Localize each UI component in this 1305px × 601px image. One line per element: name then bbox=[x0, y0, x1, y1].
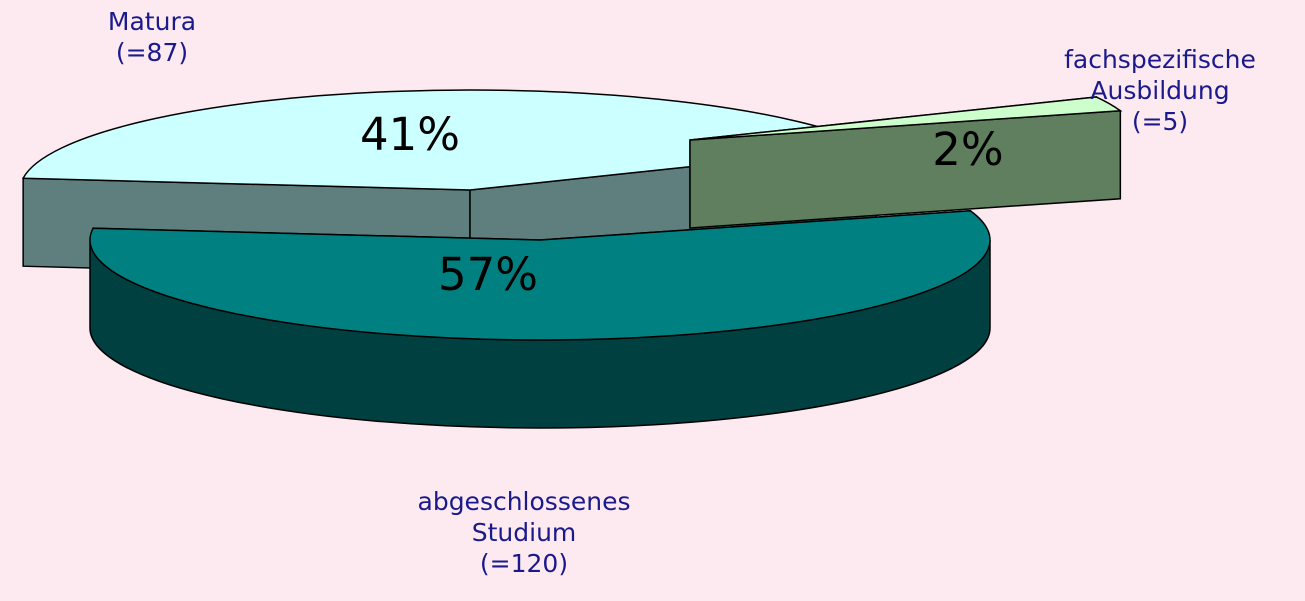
pie-slice-top bbox=[21, 89, 879, 191]
pie-category-label-line: Ausbildung bbox=[1090, 76, 1229, 105]
pie-percent-label: 2% bbox=[932, 123, 1003, 176]
pie-slice-top bbox=[689, 96, 1123, 141]
pie-category-label: fachspezifische Ausbildung (=5) bbox=[1064, 45, 1256, 136]
pie-labels: 41% 2% 57% Matura (=87) fachspezifische Ausbil… bbox=[108, 7, 1256, 578]
pie-category-label-line: (=5) bbox=[1132, 107, 1188, 136]
pie-category-label: abgeschlossenes Studium (=120) bbox=[418, 487, 631, 578]
pie-category-label-line: (=120) bbox=[480, 549, 568, 578]
pie-slice-top bbox=[89, 209, 991, 341]
pie-slices bbox=[21, 89, 1123, 429]
pie-percent-label: 57% bbox=[438, 248, 538, 301]
pie-slice bbox=[89, 209, 991, 429]
pie-percent-label: 41% bbox=[360, 108, 460, 161]
pie-category-label-line: abgeschlossenes bbox=[418, 487, 631, 516]
pie-slice bbox=[689, 96, 1123, 229]
pie-category-label: Matura (=87) bbox=[108, 7, 196, 67]
pie-category-label-line: Studium bbox=[472, 518, 577, 547]
pie-category-label-line: fachspezifische bbox=[1064, 45, 1256, 74]
pie-category-label-line: (=87) bbox=[116, 38, 188, 67]
pie-category-label-line: Matura bbox=[108, 7, 196, 36]
